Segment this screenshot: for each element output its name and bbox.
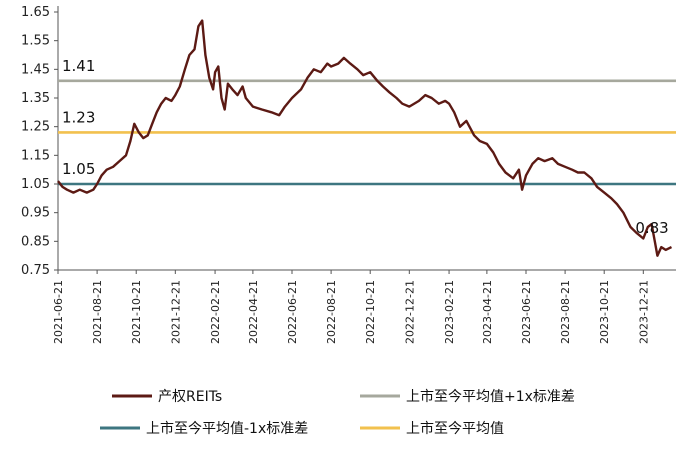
value-annotation: 0.83 <box>635 219 668 237</box>
x-tick-label: 2022-10-21 <box>364 280 377 344</box>
y-tick-label: 1.65 <box>21 5 50 20</box>
y-tick-label: 1.35 <box>21 91 50 106</box>
x-tick-label: 2023-06-21 <box>520 280 533 344</box>
value-annotation: 1.41 <box>62 57 95 75</box>
y-tick-label: 1.05 <box>21 177 50 192</box>
y-tick-label: 1.55 <box>21 34 50 49</box>
y-tick-label: 0.75 <box>21 263 50 278</box>
x-tick-label: 2022-06-21 <box>286 280 299 344</box>
x-tick-label: 2021-10-21 <box>130 280 143 344</box>
y-tick-label: 0.95 <box>21 206 50 221</box>
y-tick-label: 1.15 <box>21 148 50 163</box>
value-annotation: 1.05 <box>62 160 95 178</box>
x-tick-label: 2023-08-21 <box>559 280 572 344</box>
x-tick-label: 2022-12-21 <box>403 280 416 344</box>
x-tick-label: 2023-12-21 <box>637 280 650 344</box>
x-tick-label: 2021-08-21 <box>91 280 104 344</box>
series-line-reits <box>57 19 673 257</box>
x-tick-label: 2023-02-21 <box>443 280 456 344</box>
legend-label: 产权REITs <box>158 389 222 405</box>
y-tick-label: 1.45 <box>21 62 50 77</box>
legend-label: 上市至今平均值 <box>406 420 504 437</box>
x-tick-label: 2022-04-21 <box>247 280 260 344</box>
x-tick-label: 2021-06-21 <box>52 280 65 344</box>
y-tick-label: 1.25 <box>21 120 50 135</box>
x-tick-label: 2023-04-21 <box>481 280 494 344</box>
legend-label: 上市至今平均值-1x标准差 <box>146 420 308 437</box>
x-tick-label: 2023-10-21 <box>598 280 611 344</box>
y-tick-label: 0.85 <box>21 234 50 249</box>
x-tick-label: 2022-08-21 <box>325 280 338 344</box>
legend-label: 上市至今平均值+1x标准差 <box>406 388 575 405</box>
value-annotation: 1.23 <box>62 108 95 126</box>
x-tick-label: 2021-12-21 <box>169 280 182 344</box>
x-tick-label: 2022-02-21 <box>209 280 222 344</box>
